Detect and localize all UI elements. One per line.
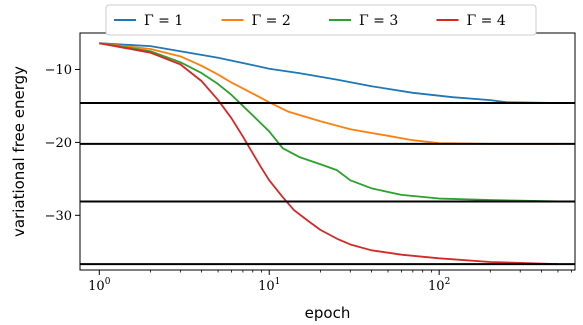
legend-box bbox=[105, 4, 537, 36]
x-axis-label: epoch bbox=[305, 304, 351, 322]
legend-label-gamma-4: Γ = 4 bbox=[467, 13, 506, 29]
y-tick-label: −10 bbox=[45, 63, 72, 78]
x-tick-label: 101 bbox=[258, 277, 280, 294]
y-axis-ticks: −10 −20 −30 bbox=[45, 63, 80, 224]
x-tick-label: 102 bbox=[428, 277, 450, 294]
legend-label-gamma-1: Γ = 1 bbox=[144, 13, 183, 29]
x-tick-label: 100 bbox=[88, 277, 111, 294]
y-tick-label: −30 bbox=[45, 209, 72, 224]
y-tick-label: −20 bbox=[45, 136, 72, 151]
series-line-gamma-4 bbox=[99, 42, 558, 266]
legend-label-gamma-2: Γ = 2 bbox=[252, 13, 291, 29]
legend: Γ = 1 Γ = 2 Γ = 3 Γ = 4 bbox=[105, 4, 537, 36]
y-axis-label: variational free energy bbox=[10, 66, 28, 237]
reference-lines bbox=[80, 102, 575, 266]
x-axis-ticks: 100 101 102 bbox=[88, 270, 572, 294]
series-line-gamma-2 bbox=[99, 42, 558, 145]
series-line-gamma-1 bbox=[99, 42, 558, 104]
legend-label-gamma-3: Γ = 3 bbox=[359, 13, 398, 29]
series-lines bbox=[99, 42, 558, 266]
series-line-gamma-3 bbox=[99, 42, 558, 203]
